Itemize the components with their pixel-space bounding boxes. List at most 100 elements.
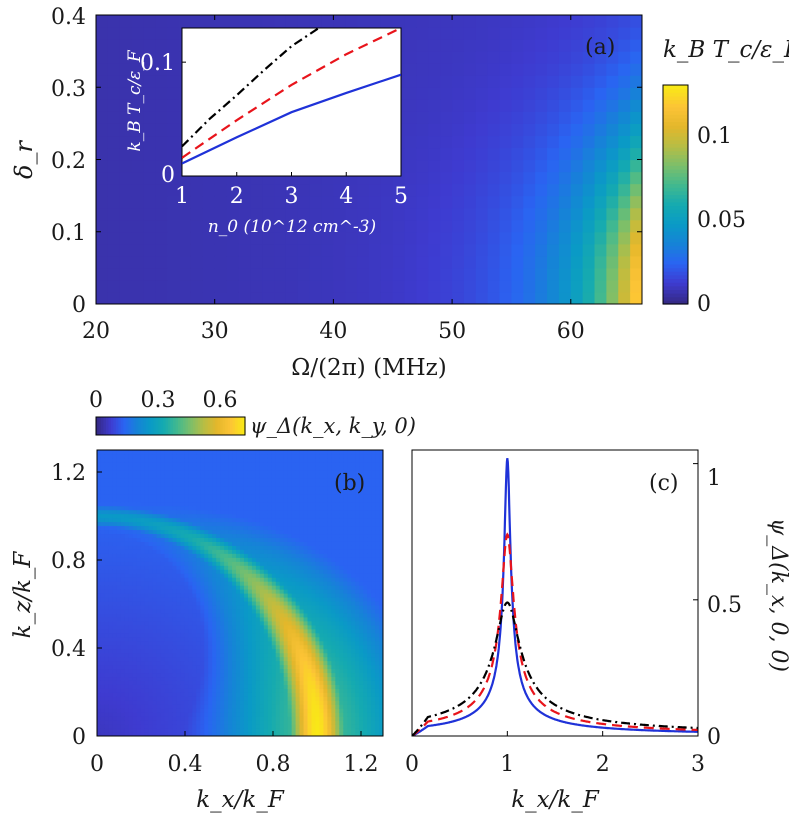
heatmap-b-cell bbox=[216, 481, 221, 487]
heatmap-b-cell bbox=[224, 644, 229, 650]
heatmap-b-cell bbox=[251, 640, 257, 646]
heatmap-b-cell bbox=[160, 505, 166, 511]
heatmap-b-cell bbox=[279, 585, 285, 590]
heatmap-a-cell bbox=[416, 183, 429, 197]
heatmap-b-cell bbox=[200, 569, 205, 574]
heatmap-b-cell bbox=[232, 573, 237, 578]
heatmap-a-cell bbox=[226, 231, 240, 245]
heatmap-b-cell bbox=[267, 644, 273, 650]
heatmap-b-cell bbox=[148, 553, 154, 558]
heatmap-b-cell bbox=[136, 561, 142, 566]
heatmap-b-cell bbox=[180, 577, 185, 582]
heatmap-a-cell bbox=[558, 87, 572, 100]
heatmap-b-cell bbox=[164, 537, 170, 542]
heatmap-b-cell bbox=[247, 612, 253, 618]
heatmap-b-cell bbox=[212, 628, 217, 634]
heatmap-b-cell bbox=[259, 485, 265, 491]
colorbar-b-step bbox=[96, 417, 100, 435]
heatmap-b-cell bbox=[196, 489, 201, 495]
heatmap-b-cell bbox=[156, 680, 162, 685]
heatmap-b-cell bbox=[192, 517, 197, 523]
heatmap-b-cell bbox=[192, 573, 197, 578]
heatmap-b-cell bbox=[104, 513, 110, 519]
heatmap-b-cell bbox=[291, 517, 297, 523]
heatmap-a-cell bbox=[594, 279, 607, 293]
heatmap-b-cell bbox=[136, 453, 142, 459]
heatmap-b-cell bbox=[112, 505, 118, 511]
heatmap-b-cell bbox=[140, 585, 146, 590]
heatmap-b-cell bbox=[164, 549, 170, 554]
heatmap-b-cell bbox=[236, 684, 241, 689]
heatmap-b-cell bbox=[212, 517, 217, 523]
heatmap-b-cell bbox=[188, 573, 193, 578]
heatmap-b-cell bbox=[132, 672, 138, 678]
heatmap-b-cell bbox=[216, 569, 221, 574]
heatmap-b-cell bbox=[224, 636, 229, 642]
heatmap-b-cell bbox=[108, 644, 114, 650]
heatmap-b-cell bbox=[287, 573, 293, 578]
heatmap-b-cell bbox=[104, 453, 110, 459]
heatmap-b-cell bbox=[299, 704, 305, 709]
heatmap-b-cell bbox=[156, 521, 162, 527]
heatmap-b-cell bbox=[255, 505, 261, 511]
heatmap-b-cell bbox=[176, 660, 182, 666]
heatmap-b-cell bbox=[100, 581, 106, 586]
heatmap-a-cell bbox=[226, 219, 240, 233]
heatmap-b-cell bbox=[112, 620, 118, 626]
heatmap-a-cell bbox=[285, 243, 299, 257]
heatmap-a-cell bbox=[190, 15, 204, 28]
heatmap-b-cell bbox=[283, 704, 289, 709]
heatmap-b-cell bbox=[120, 593, 126, 598]
heatmap-b-cell bbox=[112, 608, 118, 614]
heatmap-b-cell bbox=[224, 720, 229, 725]
colorbar-a-step bbox=[663, 252, 688, 258]
heatmap-b-cell bbox=[212, 505, 217, 511]
heatmap-a-cell bbox=[250, 219, 263, 233]
heatmap-b-cell bbox=[271, 581, 277, 586]
heatmap-b-cell bbox=[172, 672, 178, 678]
heatmap-b-cell bbox=[164, 465, 170, 471]
heatmap-a-cell bbox=[499, 51, 513, 64]
heatmap-a-cell bbox=[369, 195, 382, 209]
heatmap-b-cell bbox=[240, 589, 245, 594]
heatmap-b-cell bbox=[180, 465, 185, 471]
heatmap-b-cell bbox=[148, 608, 154, 614]
heatmap-a-cell bbox=[463, 219, 477, 233]
heatmap-b-cell bbox=[236, 724, 241, 729]
heatmap-b-cell bbox=[212, 569, 217, 574]
heatmap-a-cell bbox=[404, 111, 418, 124]
heatmap-b-cell bbox=[140, 684, 146, 689]
heatmap-b-cell bbox=[144, 581, 150, 586]
heatmap-b-cell bbox=[220, 640, 225, 646]
heatmap-b-cell bbox=[279, 553, 285, 558]
heatmap-b-cell bbox=[251, 573, 257, 578]
heatmap-b-cell bbox=[100, 664, 106, 670]
heatmap-b-cell bbox=[271, 450, 277, 455]
heatmap-b-cell bbox=[144, 577, 150, 582]
heatmap-b-cell bbox=[172, 493, 178, 499]
heatmap-a-cell bbox=[143, 87, 156, 100]
heatmap-b-cell bbox=[156, 692, 162, 697]
heatmap-b-cell bbox=[180, 684, 185, 689]
heatmap-b-cell bbox=[116, 624, 122, 630]
heatmap-a-cell bbox=[452, 207, 465, 221]
heatmap-a-cell bbox=[309, 195, 323, 209]
heatmap-b-cell bbox=[136, 573, 142, 578]
heatmap-b-cell bbox=[112, 732, 118, 736]
heatmap-a-cell bbox=[523, 243, 536, 257]
heatmap-a-cell bbox=[428, 75, 441, 88]
heatmap-a-cell bbox=[463, 123, 477, 137]
heatmap-b-cell bbox=[224, 549, 229, 554]
heatmap-a-cell bbox=[131, 135, 145, 149]
heatmap-b-cell bbox=[140, 513, 146, 519]
heatmap-b-cell bbox=[275, 565, 281, 570]
heatmap-b-cell bbox=[271, 624, 277, 630]
heatmap-b-cell bbox=[144, 648, 150, 654]
heatmap-b-cell bbox=[168, 716, 174, 721]
heatmap-b-cell bbox=[295, 585, 301, 590]
heatmap-b-cell bbox=[251, 585, 257, 590]
heatmap-b-cell bbox=[104, 457, 110, 463]
heatmap-b-cell bbox=[188, 612, 193, 618]
heatmap-b-cell bbox=[208, 700, 213, 705]
heatmap-a-cell bbox=[618, 231, 631, 245]
